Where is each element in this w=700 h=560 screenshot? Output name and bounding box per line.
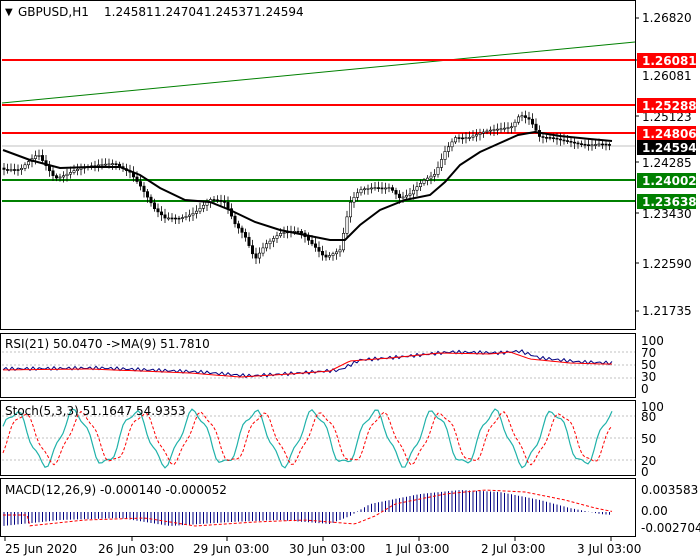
macd-signal-line	[3, 489, 613, 527]
time-label: 2 Jul 03:00	[481, 542, 545, 556]
price-tag-bg	[637, 126, 696, 141]
stoch-tick-label: 0	[641, 465, 649, 479]
price-tag-support-2: 1.23638	[642, 195, 697, 209]
rsi-levels	[2, 351, 635, 379]
stoch-tick-label: 20	[641, 454, 656, 468]
rsi-tick-label: 0	[641, 382, 649, 396]
candlestick-series	[2, 110, 611, 265]
stoch-signal-line	[2, 410, 613, 466]
price-tag-bg	[637, 173, 696, 188]
symbol-label: GBPUSD,H1	[18, 5, 89, 19]
stoch-tick-label: 50	[641, 432, 656, 446]
ohlc-low: 1.24537	[204, 5, 254, 19]
time-label: 25 Jun 2020	[5, 542, 77, 556]
price-tick-label: 1.22590	[642, 257, 692, 271]
symbol-dropdown-icon[interactable]: ▼	[5, 7, 13, 18]
rsi-tick-label: 100	[641, 334, 664, 348]
stoch-label: Stoch(5,3,3) 51.1647 54.9353	[5, 404, 186, 418]
price-tag-bg	[637, 194, 696, 209]
time-label: 1 Jul 03:00	[385, 542, 449, 556]
price-tick-label: 1.26081	[642, 69, 692, 83]
stoch-main-line	[2, 408, 613, 469]
price-tick-label: 1.23430	[642, 207, 692, 221]
price-tag-resistance-3: 1.24806	[642, 127, 697, 141]
macd-histogram	[3, 490, 610, 526]
ohlc-open: 1.24581	[104, 5, 154, 19]
levels-layer	[1, 41, 636, 202]
macd-panel[interactable]	[0, 478, 636, 537]
price-tick-label: 1.25123	[642, 110, 692, 124]
price-tag-bg	[637, 53, 696, 68]
time-label: 3 Jul 03:00	[577, 542, 641, 556]
macd-tick-label: 0.00	[641, 504, 668, 518]
price-tag-resistance-1: 1.26081	[642, 54, 697, 68]
time-label: 26 Jun 03:00	[98, 542, 174, 556]
price-tag-bg	[637, 140, 696, 155]
rsi-tick-label: 50	[641, 358, 656, 372]
price-tag-bg	[637, 98, 696, 113]
macd-tick-label: 0.003583	[641, 483, 698, 497]
rsi-ma-line	[2, 351, 612, 378]
rsi-label: RSI(21) 50.0470 ->MA(9) 51.7810	[5, 337, 210, 351]
main-panel[interactable]	[0, 0, 636, 330]
ohlc-close: 1.24594	[254, 5, 304, 19]
price-tag-resistance-2: 1.25288	[642, 99, 697, 113]
rsi-tick-label: 70	[641, 346, 656, 360]
trend-line	[1, 41, 636, 104]
price-tick-label: 1.21735	[642, 304, 692, 318]
ohlc-high: 1.24704	[154, 5, 204, 19]
price-tick-label: 1.26820	[642, 11, 692, 25]
stoch-tick-label: 100	[641, 400, 664, 414]
macd-label: MACD(12,26,9) -0.000140 -0.000052	[5, 483, 227, 497]
rsi-tick-label: 30	[641, 370, 656, 384]
time-label: 29 Jun 03:00	[193, 542, 269, 556]
price-tag-current: 1.24594	[642, 141, 697, 155]
moving-average-line	[2, 130, 613, 241]
time-axis	[4, 537, 612, 541]
price-tag-support-1: 1.24002	[642, 174, 697, 188]
stoch-tick-label: 80	[641, 410, 656, 424]
time-label: 30 Jun 03:00	[289, 542, 365, 556]
price-tick-label: 1.24285	[642, 156, 692, 170]
macd-tick-label: -0.002704	[641, 521, 700, 535]
